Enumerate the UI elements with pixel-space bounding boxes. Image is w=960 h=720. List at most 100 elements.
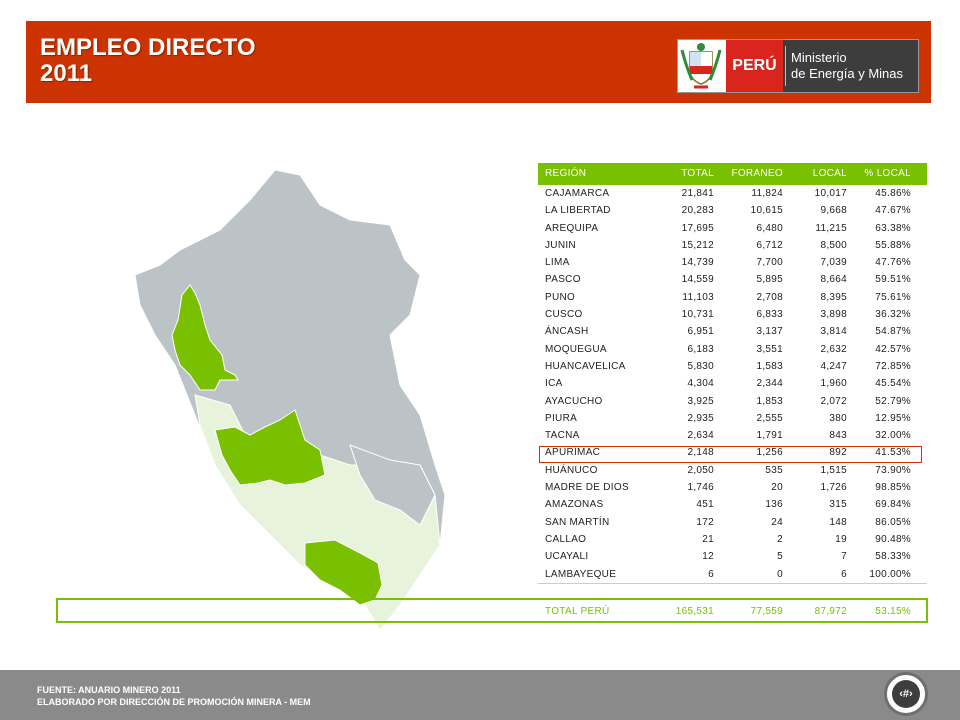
local-cell: 148 xyxy=(829,516,847,528)
source-line-2: ELABORADO POR DIRECCIÓN DE PROMOCIÓN MIN… xyxy=(37,697,311,707)
region-cell: UCAYALI xyxy=(545,551,589,563)
local-cell: 6 xyxy=(841,568,847,580)
column-header: FORANEO xyxy=(731,168,783,179)
table-row: LA LIBERTAD 20,283 10,615 9,668 47.67% xyxy=(538,202,927,219)
local-cell: 7,039 xyxy=(820,257,847,269)
region-cell: CUSCO xyxy=(545,309,583,321)
table-row: CAJAMARCA 21,841 11,824 10,017 45.86% xyxy=(538,185,927,202)
total-percent-local: 53.15% xyxy=(875,606,911,617)
foraneo-cell: 136 xyxy=(765,499,783,511)
table-row: TACNA 2,634 1,791 843 32.00% xyxy=(538,427,927,444)
foraneo-cell: 6,480 xyxy=(756,222,783,234)
source-note: FUENTE: ANUARIO MINERO 2011 ELABORADO PO… xyxy=(37,684,311,708)
total-cell: 14,559 xyxy=(681,274,714,286)
percent-local-cell: 45.86% xyxy=(875,188,911,199)
local-cell: 8,664 xyxy=(820,274,847,286)
local-cell: 2,632 xyxy=(820,343,847,355)
total-cell: 17,695 xyxy=(681,222,714,234)
map-region-south-green xyxy=(304,539,383,606)
percent-local-cell: 55.88% xyxy=(875,239,911,251)
total-cell: 15,212 xyxy=(681,239,714,251)
local-cell: 8,395 xyxy=(820,291,847,303)
logo-country-label: PERÚ xyxy=(726,40,783,92)
foraneo-cell: 24 xyxy=(771,516,783,528)
foraneo-cell: 0 xyxy=(777,568,783,580)
region-cell: ÁNCASH xyxy=(545,326,589,338)
table-row: MADRE DE DIOS 1,746 20 1,726 98.85% xyxy=(538,479,927,496)
region-cell: AREQUIPA xyxy=(545,222,599,234)
table-row: ICA 4,304 2,344 1,960 45.54% xyxy=(538,375,927,392)
total-cell: 10,731 xyxy=(681,309,714,321)
local-cell: 2,072 xyxy=(820,395,847,407)
foraneo-cell: 5,895 xyxy=(756,274,783,286)
percent-local-cell: 41.53% xyxy=(875,447,911,459)
map-region-center-green xyxy=(214,409,326,486)
percent-local-cell: 86.05% xyxy=(875,516,911,528)
table-row: AMAZONAS 451 136 315 69.84% xyxy=(538,496,927,513)
region-cell: APURÍMAC xyxy=(545,447,601,459)
total-cell: 1,746 xyxy=(687,482,714,494)
page-number: ‹#› xyxy=(892,680,920,708)
table-row: LAMBAYEQUE 6 0 6 100.00% xyxy=(538,566,927,583)
region-cell: SAN MARTÍN xyxy=(545,516,610,528)
total-cell: 14,739 xyxy=(681,257,714,269)
total-cell: 5,830 xyxy=(687,360,714,372)
ministry-logo: PERÚ Ministerio de Energía y Minas xyxy=(677,39,919,93)
column-header: LOCAL xyxy=(812,168,847,179)
foraneo-cell: 3,137 xyxy=(756,326,783,338)
percent-local-cell: 52.79% xyxy=(875,395,911,407)
foraneo-cell: 2,344 xyxy=(756,378,783,390)
percent-local-cell: 59.51% xyxy=(875,274,911,286)
peru-map xyxy=(134,169,446,631)
region-cell: PUNO xyxy=(545,291,576,303)
total-cell: 20,283 xyxy=(681,205,714,217)
local-cell: 892 xyxy=(829,447,847,459)
region-cell: HUÁNUCO xyxy=(545,464,598,476)
table-row: ÁNCASH 6,951 3,137 3,814 54.87% xyxy=(538,323,927,340)
region-cell: JUNIN xyxy=(545,239,576,251)
foraneo-cell: 3,551 xyxy=(756,343,783,355)
highlighted-row-apurimac xyxy=(539,446,922,463)
foraneo-cell: 2 xyxy=(777,533,783,545)
total-cell: 6 xyxy=(708,568,714,580)
local-cell: 3,898 xyxy=(820,309,847,321)
table-row: LIMA 14,739 7,700 7,039 47.76% xyxy=(538,254,927,271)
percent-local-cell: 47.76% xyxy=(875,257,911,269)
region-cell: LIMA xyxy=(545,257,570,269)
total-cell: 451 xyxy=(696,499,714,511)
region-cell: TACNA xyxy=(545,430,580,442)
local-cell: 8,500 xyxy=(820,239,847,251)
total-row-frame xyxy=(56,598,928,623)
percent-local-cell: 36.32% xyxy=(875,309,911,321)
local-cell: 315 xyxy=(829,499,847,511)
table-row: AREQUIPA 17,695 6,480 11,215 63.38% xyxy=(538,220,927,237)
percent-local-cell: 32.00% xyxy=(875,430,911,442)
total-cell: 2,148 xyxy=(687,447,714,459)
percent-local-cell: 69.84% xyxy=(875,499,911,511)
total-cell: 21 xyxy=(702,533,714,545)
local-cell: 11,215 xyxy=(815,222,847,234)
table-row: JUNIN 15,212 6,712 8,500 55.88% xyxy=(538,237,927,254)
total-cell: 12 xyxy=(702,551,714,563)
table-row: APURÍMAC 2,148 1,256 892 41.53% xyxy=(538,444,927,461)
total-cell: 3,925 xyxy=(687,395,714,407)
table-row: UCAYALI 12 5 7 58.33% xyxy=(538,548,927,565)
total-foraneo: 77,559 xyxy=(750,606,783,617)
local-cell: 10,017 xyxy=(814,188,847,199)
local-cell: 1,515 xyxy=(820,464,847,476)
percent-local-cell: 72.85% xyxy=(875,360,911,372)
percent-local-cell: 90.48% xyxy=(875,533,911,545)
table-row: MOQUEGUA 6,183 3,551 2,632 42.57% xyxy=(538,341,927,358)
local-cell: 7 xyxy=(841,551,847,563)
percent-local-cell: 47.67% xyxy=(875,205,911,217)
table-header: REGIÓN TOTAL FORANEO LOCAL % LOCAL xyxy=(538,163,927,185)
total-cell: 172 xyxy=(696,516,714,528)
local-cell: 9,668 xyxy=(820,205,847,217)
foraneo-cell: 2,555 xyxy=(756,412,783,424)
logo-ministry-line-1: Ministerio xyxy=(791,50,847,65)
percent-local-cell: 42.57% xyxy=(875,343,911,355)
logo-ministry-line-2: de Energía y Minas xyxy=(791,66,904,81)
local-cell: 19 xyxy=(835,533,847,545)
percent-local-cell: 75.61% xyxy=(875,291,911,303)
local-cell: 4,247 xyxy=(820,360,847,372)
